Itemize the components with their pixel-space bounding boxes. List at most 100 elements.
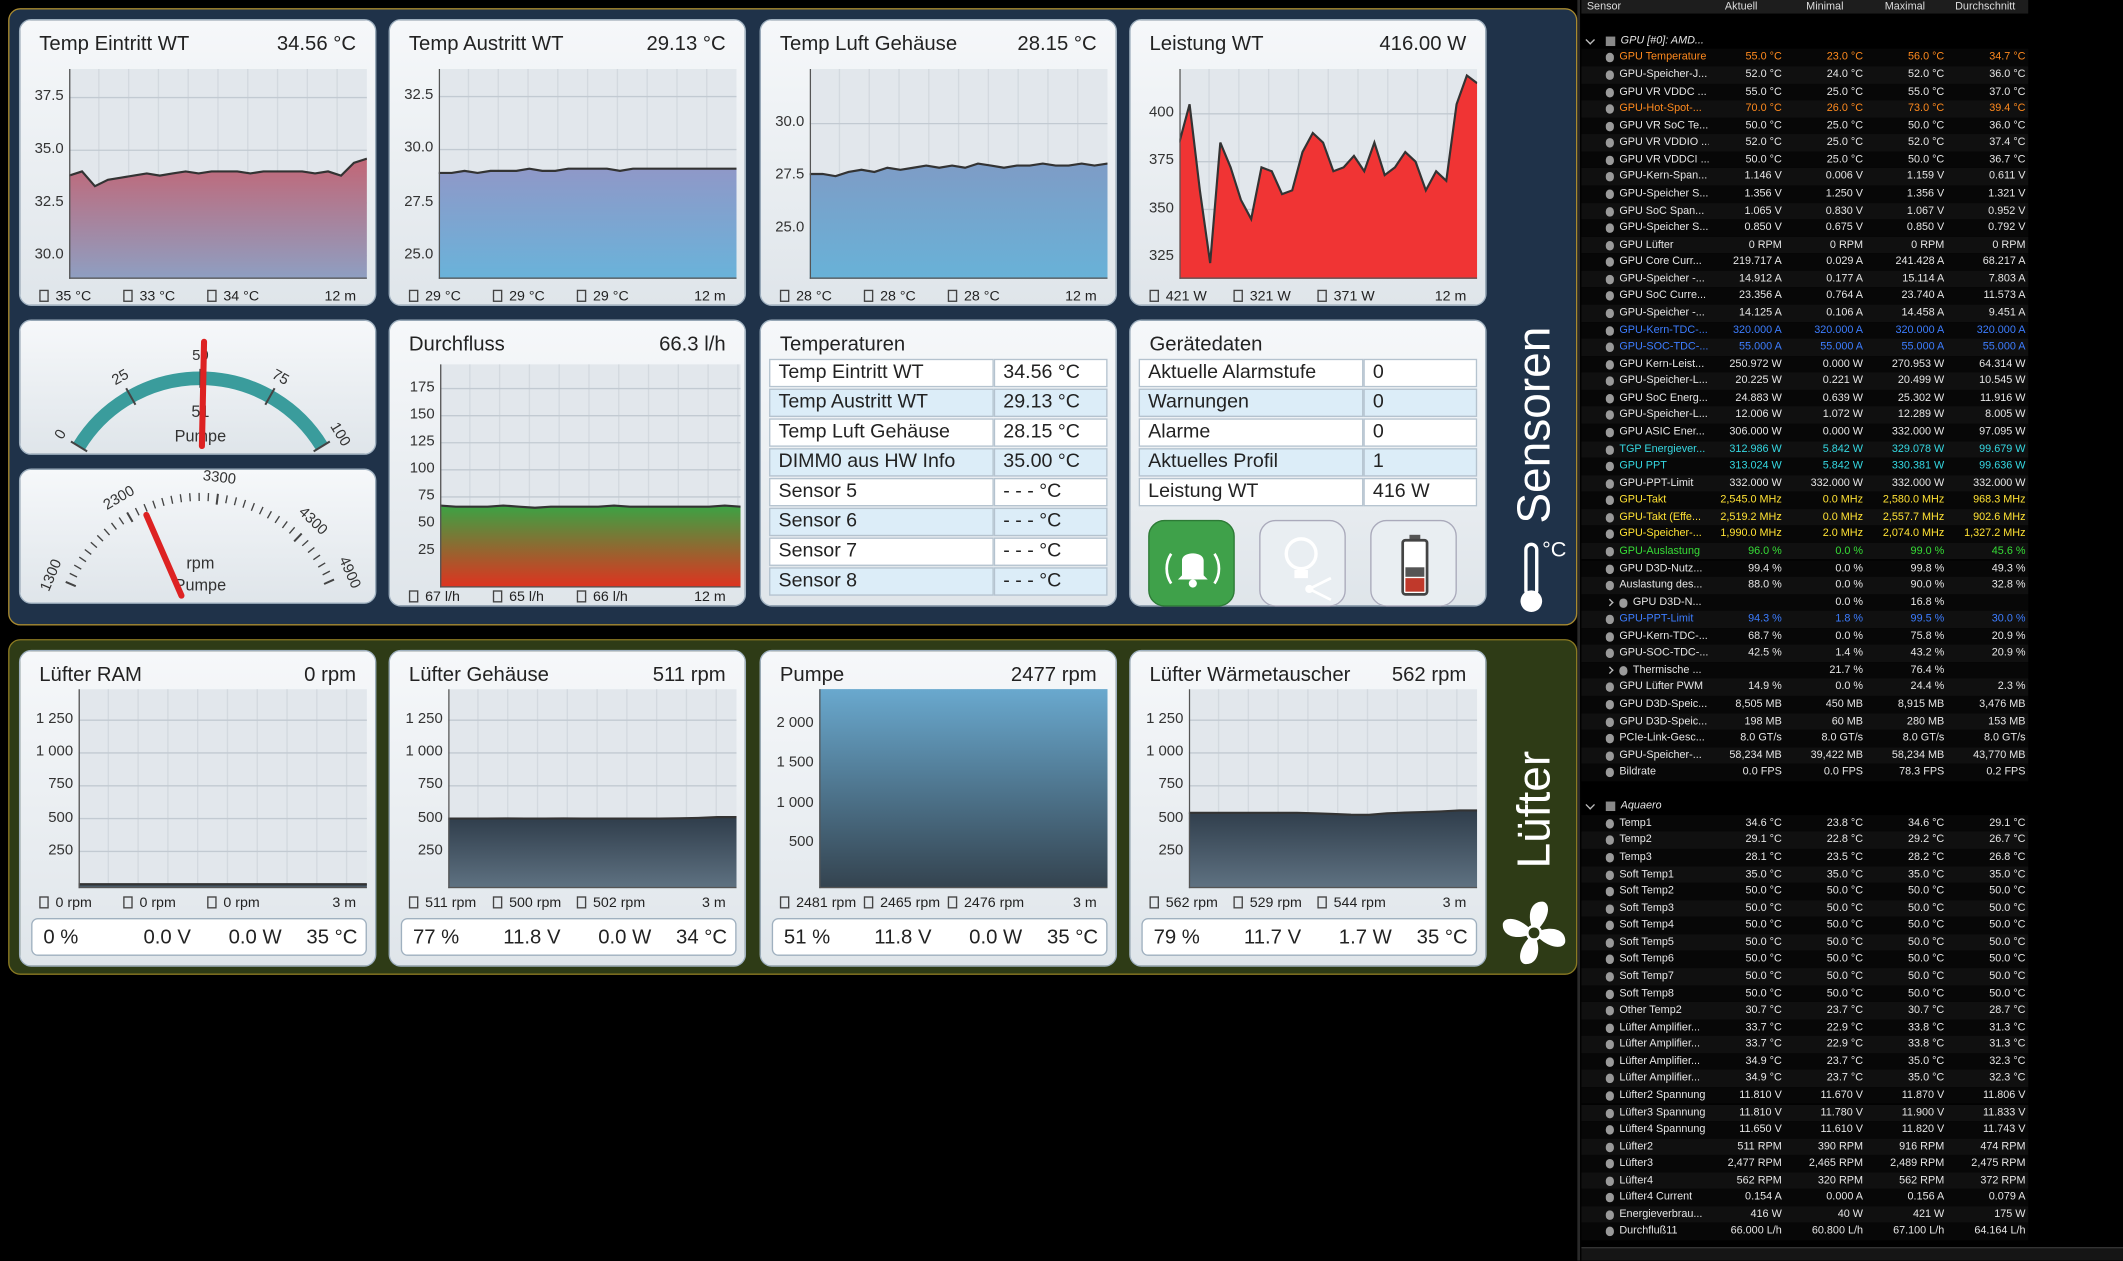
chart-title: Pumpe	[779, 663, 845, 687]
sensor-row: Lüfter3 2,477 RPM 2,465 RPM 2,489 RPM 2,475 …	[1581, 1155, 2029, 1173]
row-icon	[1605, 376, 1614, 387]
sensor-value: 198 MB	[1744, 714, 1782, 727]
footer-stat: 29 °C	[409, 288, 461, 304]
minor-tick	[317, 562, 326, 568]
group-name: GPU [#0]: AMD...	[1620, 33, 1704, 47]
sensor-row: GPU-Speicher -... 14.125 A 0.106 A 14.458 A…	[1581, 304, 2029, 322]
chart-value: 0 rpm	[304, 663, 357, 687]
sensor-value: 280 MB	[1906, 714, 1945, 727]
sensor-row: GPU D3D-Nutz... 99.4 % 0.0 % 99.8 % 49.3 %	[1581, 559, 2029, 577]
sensor-value: 50.0 °C	[1826, 969, 1864, 982]
sensor-value: 22.9 °C	[1826, 1037, 1864, 1050]
area	[448, 817, 737, 889]
sensor-row: Soft Temp4 50.0 °C 50.0 °C 50.0 °C 50.0 °C	[1581, 916, 2029, 934]
chevron	[1585, 35, 1596, 45]
chevron	[1585, 800, 1596, 811]
sensor-value: 35.0 °C	[1908, 1071, 1945, 1084]
row-icon	[1605, 1040, 1614, 1050]
plot	[1188, 689, 1478, 889]
sensor-value: 76.4 %	[1910, 663, 1945, 676]
sensor-value: 50.0 °C	[1989, 901, 2026, 914]
row-icon	[1605, 1227, 1614, 1237]
sensor-name: Lüfter4	[1619, 1173, 1654, 1186]
sensor-name: GPU-Speicher-L...	[1619, 373, 1708, 387]
sensor-value: 50.0 °C	[1826, 884, 1864, 897]
sensor-value: 32.3 °C	[1989, 1054, 2026, 1067]
row-icon	[1605, 87, 1614, 97]
footer-stat: 421 W	[1150, 288, 1207, 304]
sensor-name: GPU-Speicher S...	[1619, 220, 1709, 234]
sensor-value: 34.9 °C	[1745, 1071, 1782, 1084]
sensor-value: 2,074.0 MHz	[1882, 527, 1945, 540]
sensor-value: 50.0 °C	[1826, 952, 1864, 965]
y-tick-label: 25.0	[404, 246, 434, 263]
column-header: Aktuell	[1724, 0, 1758, 13]
light-button[interactable]	[1259, 519, 1346, 607]
sensor-value: 0.0 %	[1835, 578, 1864, 591]
unit-label: °C	[1542, 538, 1567, 562]
major-tick	[125, 387, 137, 406]
sensor-row: Temp2 29.1 °C 22.8 °C 29.2 °C 26.7 °C	[1581, 831, 2029, 849]
sensor-row: GPU SoC Curre... 23.356 A 0.764 A 23.740 A 1…	[1581, 287, 2029, 305]
sensor-row: GPU D3D-Speic... 8,505 MB 450 MB 8,915 MB 3,…	[1581, 695, 2029, 714]
sensor-value: 2,557.7 MHz	[1882, 510, 1945, 523]
alarm-button[interactable]	[1148, 519, 1235, 607]
sensor-row: GPU-Speicher S... 0.850 V 0.675 V 0.850 V 0.…	[1581, 219, 2029, 237]
sensor-name: Soft Temp4	[1619, 918, 1674, 931]
battery-button[interactable]	[1370, 519, 1457, 607]
sensor-value: 0.029 A	[1826, 254, 1864, 268]
sensor-name: Lüfter3 Spannung	[1619, 1105, 1706, 1118]
sensor-name: Lüfter4 Spannung	[1619, 1122, 1706, 1135]
footer-stat: 3 m	[702, 894, 726, 912]
sensor-value: 0.850 V	[1744, 220, 1782, 234]
table-separator	[1577, 0, 1581, 1261]
panel: Durchfluss 66.3 l/h 25 50 75 100 125 150 175 67 l…	[388, 319, 747, 607]
sensor-row: Soft Temp3 50.0 °C 50.0 °C 50.0 °C 50.0 °C	[1581, 899, 2029, 917]
thermometer-icon	[1520, 542, 1543, 612]
sensor-value: 7.803 A	[1988, 271, 2026, 285]
sensor-name: Lüfter3	[1619, 1156, 1654, 1169]
line	[440, 504, 741, 509]
sensor-row: GPU-Hot-Spot-... 70.0 °C 26.0 °C 73.0 °C 39.…	[1581, 100, 2029, 118]
plot	[440, 364, 741, 588]
sensor-row: GPU-PPT-Limit 94.3 % 1.8 % 99.5 % 30.0 %	[1581, 610, 2029, 628]
sensor-value: 25.0 °C	[1826, 135, 1864, 148]
sensor-value: 50.0 °C	[1908, 118, 1945, 131]
sensor-value: 21.7 %	[1829, 663, 1864, 676]
battery-icon	[1401, 534, 1429, 596]
sensor-value: 50.0 °C	[1989, 935, 2026, 948]
minor-tick	[103, 528, 111, 536]
sensor-value: 35.0 °C	[1908, 1054, 1945, 1067]
footer-stat: 67 l/h	[409, 589, 460, 605]
footer-stat: 29 °C	[577, 288, 629, 304]
sensor-value: 2,465 RPM	[1808, 1156, 1864, 1169]
sensor-value: 28.2 °C	[1908, 850, 1945, 863]
sensor-name: Soft Temp7	[1619, 969, 1674, 982]
y-tick-label: 30.0	[404, 140, 434, 157]
sensor-name: Lüfter Amplifier...	[1619, 1037, 1701, 1050]
sensor-row: Soft Temp7 50.0 °C 50.0 °C 50.0 °C 50.0 °C	[1581, 967, 2029, 985]
group-icon	[1605, 36, 1616, 47]
sensor-value: 1.250 V	[1825, 186, 1864, 199]
sensor-value: 39.4 °C	[1989, 101, 2026, 114]
sensor-row: GPU-Takt 2,545.0 MHz 0.0 MHz 2,580.0 MHz 968…	[1581, 491, 2029, 509]
sensor-row: Durchfluß11 66.000 L/h 60.800 L/h 67.100 L/…	[1581, 1223, 2029, 1241]
y-tick-label: 37.5	[34, 88, 64, 105]
row-icon	[1605, 529, 1614, 540]
y-tick-label: 250	[417, 841, 443, 859]
sensor-value: 306.000 W	[1729, 425, 1782, 438]
sensor-value: 8.005 W	[1985, 408, 2026, 421]
sensor-value: 55.000 A	[1901, 339, 1945, 353]
major-tick	[323, 578, 335, 585]
cell-value: - - - °C	[993, 507, 1108, 537]
group-row: Aquaero	[1581, 798, 2028, 815]
y-tick-label: 27.5	[775, 166, 805, 183]
sensor-value: 60 MB	[1831, 714, 1864, 727]
sensor-name: Lüfter Amplifier...	[1619, 1020, 1701, 1033]
row-icon	[1605, 972, 1614, 982]
y-tick-label: 750	[417, 776, 443, 793]
sensor-value: 50.0 °C	[1745, 118, 1782, 131]
row-icon	[1605, 257, 1614, 268]
row-icon	[1605, 512, 1614, 523]
footer-stat: 2465 rpm	[864, 895, 940, 911]
